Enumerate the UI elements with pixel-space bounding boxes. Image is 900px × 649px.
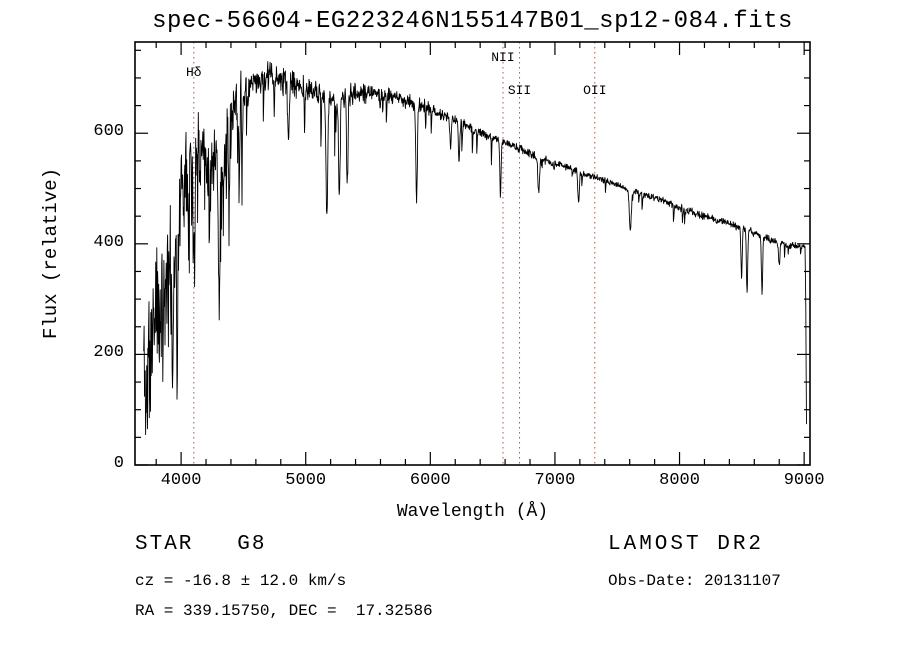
- x-tick-label: 9000: [783, 471, 825, 490]
- plot-title: spec-56604-EG223246N155147B01_sp12-084.f…: [152, 8, 793, 35]
- spectral-line-label: SII: [507, 83, 532, 98]
- y-tick-label: 200: [93, 343, 124, 363]
- spectral-line-label: OII: [583, 83, 607, 98]
- spectral-line-label: Hδ: [186, 65, 202, 80]
- y-axis-label: Flux (relative): [40, 167, 62, 340]
- x-tick-label: 8000: [659, 471, 700, 490]
- obs-date-text: Obs-Date: 20131107: [608, 572, 781, 590]
- x-tick-label: 5000: [285, 471, 327, 490]
- x-axis-label: Wavelength (Å): [396, 502, 549, 522]
- y-tick-label: 0: [113, 454, 124, 473]
- x-tick-label: 7000: [534, 471, 576, 490]
- coordinates-text: RA = 339.15750, DEC = 17.32586: [135, 602, 433, 620]
- y-tick-label: 400: [93, 232, 124, 252]
- x-tick-label: 6000: [409, 471, 451, 490]
- survey-text: LAMOST DR2: [608, 533, 765, 556]
- classification-text: STAR G8: [135, 533, 267, 556]
- x-tick-label: 4000: [160, 471, 202, 490]
- y-tick-label: 600: [93, 122, 124, 142]
- spectral-line-label: NII: [491, 50, 515, 65]
- redshift-velocity-text: cz = -16.8 ± 12.0 km/s: [135, 572, 347, 590]
